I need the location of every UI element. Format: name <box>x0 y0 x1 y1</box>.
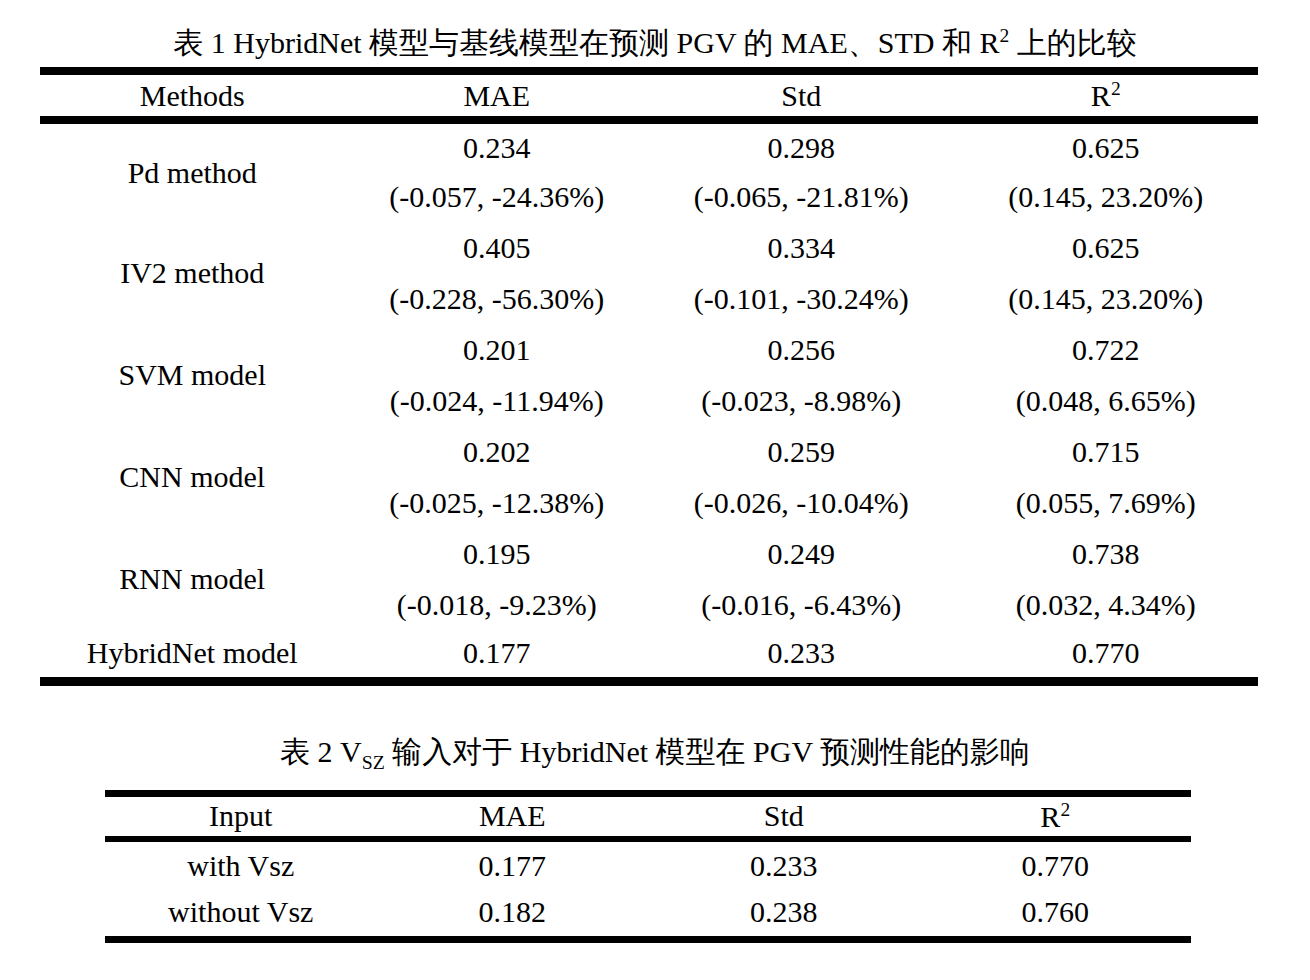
method-cell: RNN model <box>40 528 345 630</box>
table2: Input MAE Std R2 with Vsz 0.177 0.233 0.… <box>105 790 1191 943</box>
r2-value-cell: 0.760 <box>920 889 1192 939</box>
table-row: HybridNet model 0.177 0.233 0.770 <box>40 630 1258 681</box>
std-value-cell: 0.256 <box>649 324 954 375</box>
r2-value-cell: 0.722 <box>954 324 1259 375</box>
method-cell: SVM model <box>40 324 345 426</box>
mae-delta-cell: (-0.057, -24.36%) <box>345 171 650 222</box>
mae-delta-cell: (-0.228, -56.30%) <box>345 273 650 324</box>
table1-header-methods: Methods <box>40 71 345 120</box>
std-value-cell: 0.334 <box>649 222 954 273</box>
table1-title-superscript: 2 <box>999 25 1009 46</box>
table-row: IV2 method 0.405 0.334 0.625 <box>40 222 1258 273</box>
input-cell: without Vsz <box>105 889 377 939</box>
table-row: with Vsz 0.177 0.233 0.770 <box>105 839 1191 889</box>
mae-value-cell: 0.234 <box>345 120 650 171</box>
mae-value-cell: 0.202 <box>345 426 650 477</box>
r2-value-cell: 0.715 <box>954 426 1259 477</box>
table2-title-text: 表 2 V <box>280 735 362 768</box>
table2-header-r2: R2 <box>920 793 1192 839</box>
table1-header-r2-base: R <box>1091 79 1111 112</box>
table2-header-mae: MAE <box>377 793 649 839</box>
table2-header-row: Input MAE Std R2 <box>105 793 1191 839</box>
table-row: Pd method 0.234 0.298 0.625 <box>40 120 1258 171</box>
table1-header-r2-superscript: 2 <box>1111 78 1121 99</box>
method-cell: CNN model <box>40 426 345 528</box>
r2-value-cell: 0.738 <box>954 528 1259 579</box>
r2-delta-cell: (0.032, 4.34%) <box>954 579 1259 630</box>
r2-delta-cell: (0.048, 6.65%) <box>954 375 1259 426</box>
table2-header-r2-superscript: 2 <box>1060 799 1070 820</box>
std-delta-cell: (-0.023, -8.98%) <box>649 375 954 426</box>
mae-delta-cell: (-0.018, -9.23%) <box>345 579 650 630</box>
std-delta-cell: (-0.101, -30.24%) <box>649 273 954 324</box>
mae-value-cell: 0.177 <box>377 839 649 889</box>
r2-value-cell: 0.625 <box>954 222 1259 273</box>
table1: Methods MAE Std R2 Pd method 0.234 0.298… <box>40 67 1258 686</box>
std-value-cell: 0.233 <box>649 630 954 681</box>
table2-title-suffix: 输入对于 HybridNet 模型在 PGV 预测性能的影响 <box>385 735 1030 768</box>
std-value-cell: 0.249 <box>649 528 954 579</box>
table-row: without Vsz 0.182 0.238 0.760 <box>105 889 1191 939</box>
std-value-cell: 0.298 <box>649 120 954 171</box>
table1-header-row: Methods MAE Std R2 <box>40 71 1258 120</box>
table2-title: 表 2 VSZ 输入对于 HybridNet 模型在 PGV 预测性能的影响 <box>0 732 1310 782</box>
table1-header-mae: MAE <box>345 71 650 120</box>
std-value-cell: 0.238 <box>648 889 920 939</box>
mae-value-cell: 0.405 <box>345 222 650 273</box>
input-cell: with Vsz <box>105 839 377 889</box>
mae-delta-cell: (-0.024, -11.94%) <box>345 375 650 426</box>
table-row: RNN model 0.195 0.249 0.738 <box>40 528 1258 579</box>
mae-value-cell: 0.177 <box>345 630 650 681</box>
r2-value-cell: 0.770 <box>954 630 1259 681</box>
std-delta-cell: (-0.026, -10.04%) <box>649 477 954 528</box>
table2-header-std: Std <box>648 793 920 839</box>
table1-title-text: 表 1 HybridNet 模型与基线模型在预测 PGV 的 MAE、STD 和… <box>173 26 999 59</box>
std-value-cell: 0.259 <box>649 426 954 477</box>
table1-header-r2: R2 <box>954 71 1259 120</box>
table-row: CNN model 0.202 0.259 0.715 <box>40 426 1258 477</box>
mae-delta-cell: (-0.025, -12.38%) <box>345 477 650 528</box>
table2-header-input: Input <box>105 793 377 839</box>
table2-header-r2-base: R <box>1040 800 1060 833</box>
r2-value-cell: 0.770 <box>920 839 1192 889</box>
method-cell: HybridNet model <box>40 630 345 681</box>
table1-header-std: Std <box>649 71 954 120</box>
std-delta-cell: (-0.065, -21.81%) <box>649 171 954 222</box>
std-delta-cell: (-0.016, -6.43%) <box>649 579 954 630</box>
std-value-cell: 0.233 <box>648 839 920 889</box>
r2-delta-cell: (0.145, 23.20%) <box>954 171 1259 222</box>
method-cell: IV2 method <box>40 222 345 324</box>
r2-delta-cell: (0.145, 23.20%) <box>954 273 1259 324</box>
table1-title: 表 1 HybridNet 模型与基线模型在预测 PGV 的 MAE、STD 和… <box>0 0 1310 63</box>
method-cell: Pd method <box>40 120 345 222</box>
mae-value-cell: 0.201 <box>345 324 650 375</box>
table2-title-subscript: SZ <box>362 751 385 773</box>
r2-value-cell: 0.625 <box>954 120 1259 171</box>
r2-delta-cell: (0.055, 7.69%) <box>954 477 1259 528</box>
table-row: SVM model 0.201 0.256 0.722 <box>40 324 1258 375</box>
mae-value-cell: 0.182 <box>377 889 649 939</box>
table1-title-suffix: 上的比较 <box>1009 26 1137 59</box>
mae-value-cell: 0.195 <box>345 528 650 579</box>
